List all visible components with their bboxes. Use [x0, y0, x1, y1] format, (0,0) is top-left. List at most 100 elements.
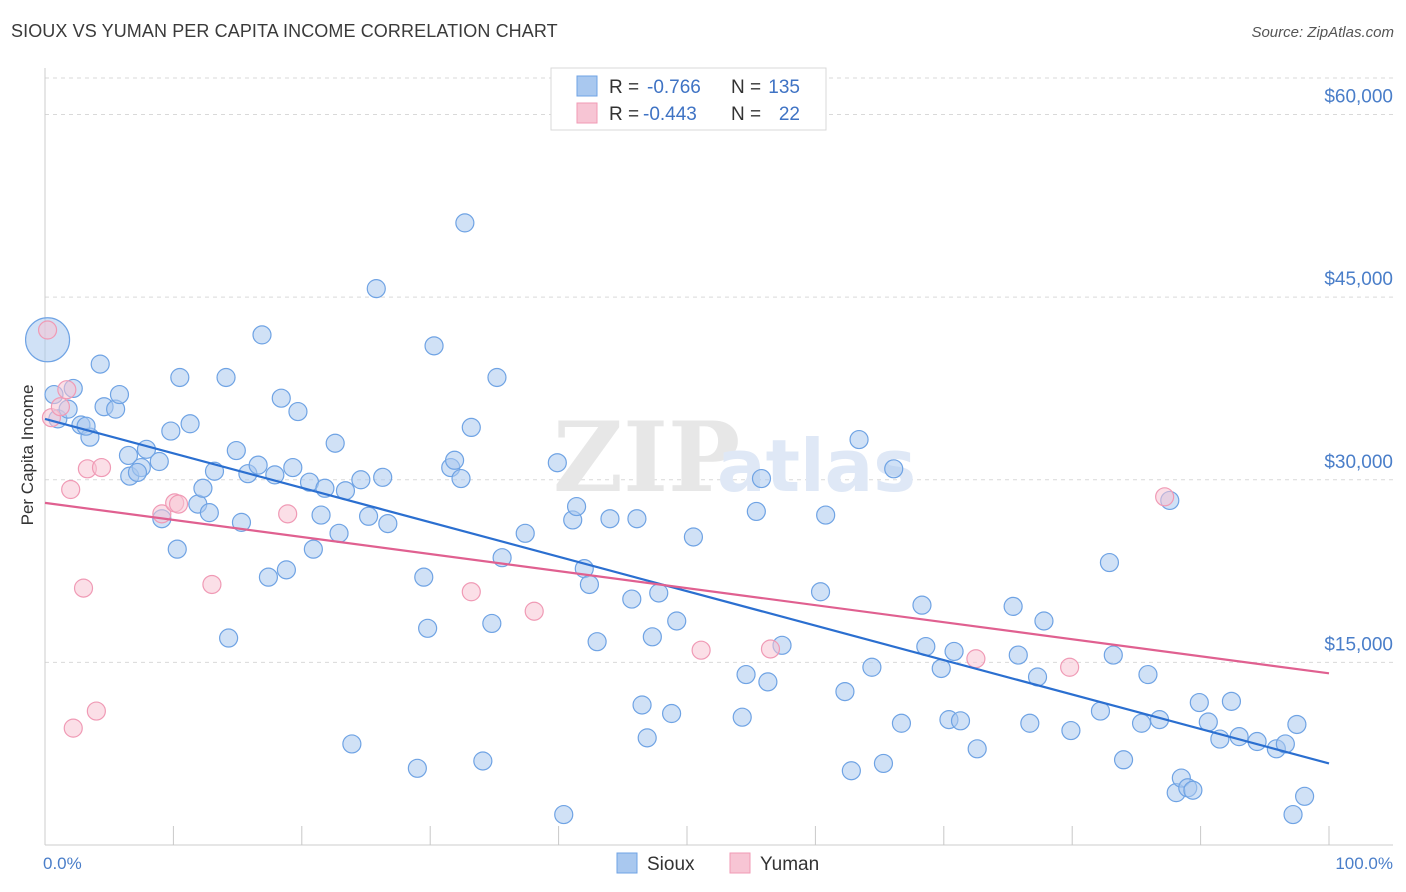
sioux-point — [180, 414, 200, 434]
sioux-point — [204, 461, 225, 481]
sioux-point — [248, 455, 268, 475]
sioux-point — [127, 462, 148, 483]
gridlines — [45, 77, 1393, 663]
sioux-point — [579, 574, 600, 595]
sioux-point — [1221, 691, 1242, 711]
sioux-point — [303, 539, 323, 559]
sioux-point — [637, 728, 657, 748]
sioux-point — [329, 523, 349, 543]
sioux-point — [627, 509, 647, 529]
sioux-point — [342, 734, 362, 754]
sioux-point — [216, 367, 236, 388]
bottom-legend-yuman-label: Yuman — [760, 854, 819, 875]
y-tick-label: $30,000 — [1324, 452, 1393, 473]
legend-sioux-n-value: 135 — [768, 77, 800, 98]
y-tick-label: $60,000 — [1324, 87, 1393, 108]
sioux-point — [732, 707, 752, 727]
bottom-legend: Sioux Yuman — [616, 852, 819, 875]
sioux-point — [1034, 611, 1054, 631]
legend-yuman-n-label: N = — [731, 104, 761, 125]
sioux-point — [683, 527, 704, 547]
x-tick-label-max: 100.0% — [1335, 854, 1393, 873]
sioux-point — [758, 672, 778, 692]
sioux-point — [891, 713, 912, 733]
sioux-point — [378, 513, 398, 534]
sioux-point — [1275, 734, 1295, 754]
sioux-point — [461, 417, 481, 438]
sioux-point — [1295, 786, 1315, 806]
sioux-point — [407, 758, 427, 778]
sioux-point — [835, 681, 855, 702]
yuman-point — [63, 718, 83, 738]
sioux-point — [473, 751, 493, 771]
legend: R = -0.766 N = 135 R = -0.443 N = 22 — [550, 67, 827, 131]
y-tick-label: $15,000 — [1324, 634, 1393, 655]
sioux-point — [632, 695, 652, 715]
sioux-point — [455, 213, 475, 233]
sioux-point — [649, 583, 669, 603]
sioux-points — [24, 213, 1315, 825]
yuman-point — [50, 397, 71, 417]
sioux-point — [1099, 552, 1120, 573]
sioux-point — [258, 567, 279, 587]
sioux-point — [167, 539, 187, 559]
sioux-point — [587, 632, 607, 652]
sioux-point — [600, 509, 620, 529]
sioux-point — [444, 450, 465, 470]
sioux-point — [736, 664, 756, 685]
yuman-point — [278, 504, 298, 524]
sioux-point — [271, 388, 291, 408]
sioux-point — [1183, 780, 1203, 800]
yuman-point — [966, 649, 986, 669]
sioux-point — [424, 336, 444, 356]
sioux-point — [418, 618, 438, 638]
y-tick-label: $45,000 — [1324, 269, 1393, 290]
x-tick-label-min: 0.0% — [43, 854, 82, 873]
legend-sioux-swatch — [576, 75, 598, 97]
source-credit: Source: ZipAtlas.com — [1251, 24, 1394, 41]
bottom-legend-sioux-label: Sioux — [647, 854, 695, 875]
sioux-point — [1020, 713, 1040, 733]
y-tick-labels: $15,000 $30,000 $45,000 $60,000 — [1324, 87, 1393, 656]
sioux-point — [1003, 596, 1023, 616]
sioux-point — [487, 367, 507, 388]
sioux-point — [841, 761, 861, 781]
legend-yuman-r-value: -0.443 — [643, 104, 697, 125]
sioux-point — [414, 567, 434, 587]
sioux-point — [810, 582, 831, 602]
legend-yuman-swatch — [576, 102, 598, 124]
sioux-point — [849, 429, 869, 450]
watermark-zip: ZIP — [553, 401, 740, 514]
sioux-point — [1061, 720, 1081, 741]
yuman-point — [524, 601, 544, 621]
bottom-legend-yuman-swatch — [729, 852, 751, 874]
sioux-point — [170, 367, 190, 388]
legend-sioux-r-label: R = — [609, 77, 639, 98]
sioux-point — [451, 468, 471, 489]
sioux-point — [515, 523, 535, 543]
sioux-point — [193, 478, 213, 498]
sioux-point — [950, 711, 971, 731]
sioux-point — [311, 505, 331, 525]
sioux-point — [944, 641, 964, 662]
yuman-point — [461, 582, 481, 602]
sioux-point — [1138, 664, 1158, 685]
sioux-point — [288, 401, 308, 422]
sioux-point — [199, 503, 219, 523]
yuman-point — [202, 574, 222, 595]
sioux-point — [1287, 714, 1307, 735]
sioux-point — [283, 457, 303, 478]
sioux-point — [1113, 750, 1134, 770]
sioux-point — [1008, 645, 1028, 665]
sioux-point — [622, 589, 642, 609]
sioux-point — [1189, 692, 1209, 713]
sioux-point — [1103, 645, 1123, 665]
sioux-point — [252, 325, 272, 345]
sioux-point — [816, 505, 836, 525]
sioux-point — [873, 753, 894, 774]
yuman-point — [1155, 487, 1175, 507]
sioux-point — [667, 611, 687, 631]
sioux-point — [547, 453, 567, 473]
sioux-point — [276, 560, 296, 580]
